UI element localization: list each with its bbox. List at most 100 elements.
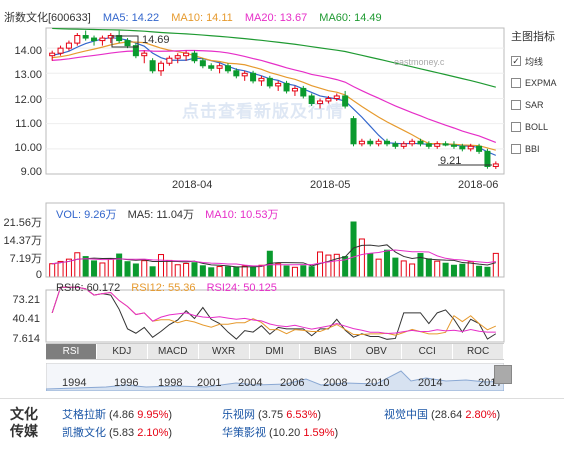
checkbox-checked-icon[interactable]: ✓	[511, 55, 521, 66]
tab-dmi[interactable]: DMI	[250, 344, 301, 359]
volume-header: VOL: 9.26万 MA5: 11.04万 MA10: 10.53万	[56, 206, 279, 222]
related-stock-change: 2.10%	[137, 427, 169, 439]
ma5-value: MA5: 14.22	[102, 12, 160, 24]
checkbox-icon[interactable]	[511, 100, 521, 110]
volume-bar	[275, 263, 282, 278]
price-tick: 10.00	[14, 142, 42, 154]
checkbox-icon[interactable]	[511, 78, 521, 88]
candle	[300, 87, 307, 97]
volume-bar	[149, 266, 156, 278]
tab-kdj[interactable]: KDJ	[97, 344, 148, 359]
volume-bar	[107, 258, 114, 278]
date-tick: 2018-04	[172, 179, 213, 191]
timeline-year: 1996	[114, 377, 139, 389]
candle	[208, 65, 215, 69]
candle	[266, 77, 273, 87]
timeline-year: 2014	[418, 377, 443, 389]
indicator-option-ma[interactable]: ✓ 均线	[511, 50, 564, 72]
related-stock-name[interactable]: 凯撒文化	[62, 427, 106, 439]
main-chart-frame	[45, 27, 505, 175]
volume-bar	[216, 266, 223, 278]
kline-chart[interactable]	[0, 0, 564, 400]
tab-cci[interactable]: CCI	[402, 344, 454, 359]
sector-label: 文化传媒	[10, 406, 38, 439]
volume-bar	[442, 262, 449, 278]
main-chart-header: 浙数文化[600633] MA5: 14.22 MA10: 14.11 MA20…	[4, 9, 391, 25]
candle	[107, 35, 114, 39]
rsi-tick: 7.614	[12, 333, 40, 345]
related-stock-price: 4.86	[112, 409, 135, 421]
related-stock[interactable]: 视觉中国 (28.64 2.80%)	[384, 409, 501, 421]
checkbox-icon[interactable]	[511, 144, 521, 154]
related-stock-change: 9.95%	[137, 409, 169, 421]
candle	[141, 52, 148, 57]
rsi12-line	[51, 286, 497, 336]
indicator-option-expma[interactable]: EXPMA	[511, 72, 564, 94]
volume-bar	[283, 265, 290, 278]
related-stock[interactable]: 华策影视 (10.20 1.59%)	[222, 427, 339, 439]
volume-bar	[49, 263, 56, 278]
related-stock-change: 1.59%	[303, 427, 335, 439]
date-tick: 2018-06	[458, 179, 499, 191]
volume-bar	[300, 265, 307, 278]
vol-ma10-value: MA10: 10.53万	[205, 209, 279, 221]
volume-tick: 14.37万	[3, 235, 42, 247]
volume-bar	[459, 263, 466, 278]
candle	[342, 95, 349, 107]
related-stock-name[interactable]: 艾格拉斯	[62, 409, 106, 421]
timeline-navigator[interactable]	[46, 363, 504, 391]
candle	[250, 72, 257, 82]
volume-bar	[174, 264, 181, 278]
candle	[409, 140, 416, 145]
timeline-drag-handle[interactable]	[494, 365, 512, 384]
checkbox-icon[interactable]	[511, 122, 521, 132]
candle	[241, 72, 248, 77]
candle	[442, 143, 449, 146]
vol-ma5-value: MA5: 11.04万	[127, 209, 195, 221]
ma60-line	[52, 27, 496, 88]
related-stock[interactable]: 艾格拉斯 (4.86 9.95%)	[62, 409, 173, 421]
related-stock-name[interactable]: 华策影视	[222, 427, 266, 439]
volume-bar	[208, 267, 215, 278]
candle	[317, 100, 324, 105]
volume-tick: 0	[35, 269, 42, 281]
tab-obv[interactable]: OBV	[351, 344, 403, 359]
tab-rsi[interactable]: RSI	[46, 344, 97, 359]
candle	[65, 42, 72, 49]
candle	[434, 143, 441, 147]
candle	[166, 57, 173, 64]
watermark: 点击查看新版及行情	[182, 102, 344, 121]
volume-bar	[308, 266, 315, 278]
ma10-value: MA10: 14.11	[171, 12, 233, 24]
rsi-tick: 40.41	[12, 313, 40, 325]
indicator-option-bbi[interactable]: BBI	[511, 138, 564, 160]
related-stock[interactable]: 凯撒文化 (5.83 2.10%)	[62, 427, 173, 439]
tab-roc[interactable]: ROC	[453, 344, 505, 359]
candle	[233, 70, 240, 77]
volume-bar	[132, 263, 139, 278]
candle	[157, 62, 165, 72]
source-watermark: eastmoney.c	[394, 57, 445, 67]
volume-chart-frame	[45, 202, 505, 278]
volume-bar	[82, 256, 89, 278]
candle	[367, 140, 374, 145]
related-stock-name[interactable]: 乐视网	[222, 409, 255, 421]
rsi-tick: 73.21	[12, 294, 40, 306]
indicator-option-boll[interactable]: BOLL	[511, 116, 564, 138]
low-annotation: 9.21	[440, 155, 462, 167]
volume-bar	[375, 258, 382, 278]
candle	[358, 140, 365, 145]
volume-bar	[434, 260, 441, 278]
tab-bias[interactable]: BIAS	[300, 344, 352, 359]
tab-wxr[interactable]: WXR	[199, 344, 250, 359]
candle	[174, 55, 181, 59]
related-stock-name[interactable]: 视觉中国	[384, 409, 428, 421]
ma60-value: MA60: 14.49	[319, 12, 382, 24]
candle	[216, 65, 223, 69]
price-tick: 12.00	[14, 94, 42, 106]
related-stock[interactable]: 乐视网 (3.75 6.53%)	[222, 409, 322, 421]
indicator-option-sar[interactable]: SAR	[511, 94, 564, 116]
tab-macd[interactable]: MACD	[148, 344, 199, 359]
high-marker	[111, 35, 139, 48]
indicator-label: BOLL	[525, 122, 549, 132]
